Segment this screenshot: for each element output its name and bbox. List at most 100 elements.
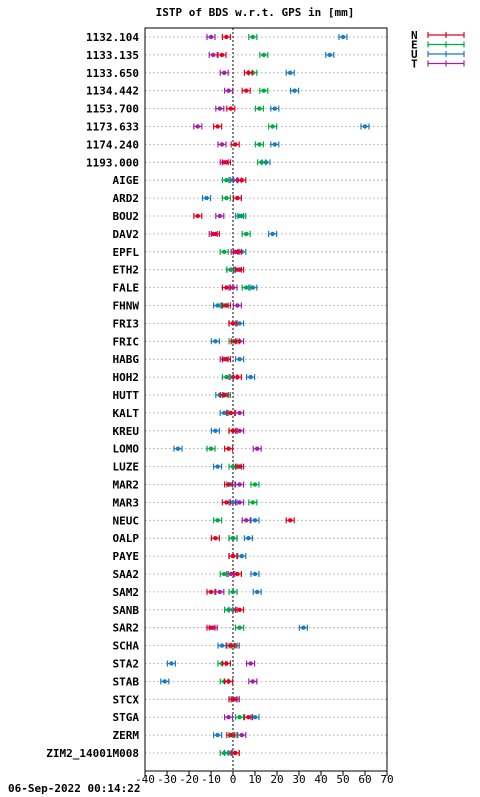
- data-point-e: [241, 284, 251, 291]
- data-point-n: [243, 714, 253, 721]
- data-point-n: [228, 553, 238, 560]
- data-point-n: [221, 284, 231, 291]
- data-point-n: [230, 141, 240, 148]
- data-point-t: [252, 445, 262, 452]
- site-label: LOMO: [113, 443, 140, 456]
- data-point-n: [285, 517, 295, 524]
- site-label: SANB: [113, 604, 140, 617]
- data-point-n: [221, 660, 231, 667]
- data-point-e: [228, 588, 238, 595]
- data-point-n: [193, 213, 203, 219]
- data-point-e: [219, 750, 229, 756]
- data-point-n: [213, 123, 223, 130]
- data-point-e: [254, 141, 264, 148]
- data-point-u: [202, 195, 212, 202]
- data-point-n: [226, 105, 236, 112]
- data-point-n: [224, 481, 234, 488]
- site-label: SAA2: [113, 568, 140, 581]
- data-point-t: [215, 105, 225, 112]
- legend-label: E: [411, 39, 418, 52]
- data-point-u: [268, 230, 278, 237]
- site-label: STAB: [113, 675, 140, 688]
- x-tick-label: 60: [358, 773, 371, 786]
- x-tick-label: 30: [292, 773, 305, 786]
- data-point-n: [226, 642, 236, 649]
- site-label: DAV2: [113, 228, 140, 241]
- data-point-n: [226, 409, 236, 416]
- data-point-n: [226, 732, 236, 739]
- site-label: 1132.104: [86, 31, 139, 44]
- data-point-e: [241, 230, 251, 237]
- data-point-n: [224, 445, 234, 452]
- data-point-n: [221, 302, 231, 309]
- x-tick-label: 10: [248, 773, 261, 786]
- x-tick-label: -30: [157, 773, 177, 786]
- data-point-n: [221, 159, 231, 166]
- data-point-u: [290, 87, 300, 94]
- site-label: KREU: [113, 425, 140, 438]
- data-point-e: [226, 266, 236, 273]
- site-label: ARD2: [113, 192, 140, 205]
- data-point-t: [246, 660, 256, 667]
- data-point-t: [206, 34, 216, 40]
- data-point-n: [230, 338, 240, 345]
- site-label: FRIC: [113, 335, 140, 348]
- data-point-n: [224, 678, 234, 685]
- data-point-n: [206, 588, 216, 595]
- data-point-t: [235, 409, 245, 416]
- site-label: STCX: [113, 693, 140, 706]
- data-point-n: [232, 248, 242, 255]
- data-point-u: [246, 374, 256, 381]
- timestamp: 06-Sep-2022 00:14:22: [8, 782, 141, 795]
- site-label: STA2: [113, 658, 140, 671]
- legend-swatch: [427, 51, 465, 57]
- data-point-u: [217, 642, 227, 649]
- data-point-e: [248, 34, 258, 40]
- site-label: STGA: [113, 711, 140, 724]
- site-label: ZERM: [113, 729, 140, 742]
- data-marks: [160, 34, 370, 756]
- data-point-n: [221, 499, 231, 506]
- site-label: ETH2: [113, 264, 140, 277]
- data-point-e: [257, 159, 267, 166]
- data-point-n: [221, 34, 231, 40]
- data-point-n: [241, 87, 251, 94]
- data-point-u: [213, 463, 223, 470]
- site-label: 1174.240: [86, 138, 139, 151]
- site-label: OALP: [113, 532, 140, 545]
- data-point-u: [235, 356, 245, 363]
- legend-swatch: [427, 32, 465, 38]
- data-point-u: [270, 141, 280, 148]
- site-label: SCHA: [113, 640, 140, 653]
- data-point-u: [173, 445, 183, 452]
- data-point-e: [219, 248, 229, 255]
- data-point-u: [237, 553, 247, 560]
- site-label: 1133.135: [86, 49, 139, 62]
- data-point-n: [235, 463, 245, 470]
- legend-label: N: [411, 29, 418, 42]
- site-label: 1133.650: [86, 67, 139, 80]
- data-point-t: [232, 302, 242, 309]
- site-label: FHNW: [113, 300, 140, 313]
- data-point-n: [210, 230, 220, 237]
- site-label: AIGE: [113, 174, 140, 187]
- data-point-n: [232, 195, 242, 202]
- data-point-u: [160, 678, 170, 685]
- data-point-n: [232, 571, 242, 577]
- site-label: SAR2: [113, 622, 140, 635]
- data-point-e: [235, 714, 245, 721]
- x-tick-label: -10: [201, 773, 221, 786]
- x-tick-label: 20: [270, 773, 283, 786]
- chart-title: ISTP of BDS w.r.t. GPS in [mm]: [155, 6, 355, 19]
- x-tick-label: 70: [380, 773, 393, 786]
- data-point-t: [217, 141, 227, 148]
- data-point-e: [235, 624, 245, 631]
- legend-label: T: [411, 58, 418, 71]
- data-point-u: [166, 660, 176, 667]
- data-point-e: [219, 571, 229, 577]
- data-point-e: [224, 606, 234, 613]
- data-point-e: [254, 105, 264, 112]
- data-point-u: [250, 571, 260, 577]
